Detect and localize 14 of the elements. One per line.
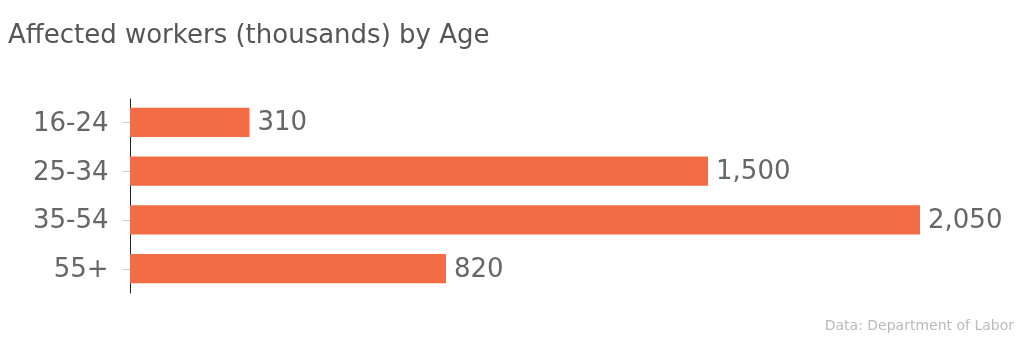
data-label: 2,050: [928, 203, 1003, 234]
bar: [130, 107, 250, 137]
bar: [130, 156, 709, 186]
bar: [130, 205, 920, 235]
data-label: 1,500: [716, 155, 791, 186]
data-label: 820: [454, 252, 504, 283]
y-tick-label: 25-34: [32, 155, 109, 186]
text: Data: Department of Labor: [824, 317, 1014, 333]
data-label: 310: [257, 106, 308, 137]
y-tick-label: 55+: [53, 253, 109, 284]
bar: [130, 254, 446, 284]
y-tick-label: 35-54: [32, 204, 109, 235]
chart-title: Affected workers (thousands) by Age: [8, 19, 490, 49]
y-tick-label: 16-24: [32, 106, 109, 137]
